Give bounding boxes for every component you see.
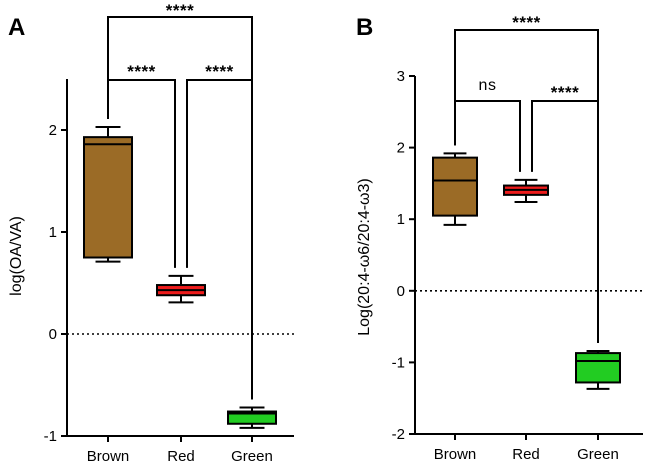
panel-b-x-tick-label: Red — [512, 446, 540, 463]
panel-b-y-tick-label: -2 — [392, 426, 405, 443]
panel-a-bracket-red-green — [186, 79, 253, 400]
panel-b-significance-label: **** — [512, 13, 540, 32]
panel-a-significance-label: **** — [205, 62, 233, 81]
panel-a-bracket-brown-green — [107, 16, 253, 400]
panel-a-y-tick-label: 2 — [49, 122, 57, 139]
panel-a-x-tick-label: Brown — [87, 448, 130, 465]
panel-b-bracket-red-green — [531, 100, 599, 343]
panel-b-x-tick-label: Green — [577, 446, 619, 463]
panel-b-bracket-brown-green — [454, 29, 599, 343]
panel-b-y-tick-label: 3 — [397, 68, 405, 85]
panel-a-y-axis-label: log(OA/VA) — [8, 216, 25, 296]
panel-b-x-tick-label: Brown — [434, 446, 477, 463]
panel-a-x-tick-label: Red — [167, 448, 195, 465]
panel-b-y-tick-label: 2 — [397, 140, 405, 157]
panel-a-x-tick-label: Green — [231, 448, 273, 465]
panel-b-y-tick-label: 1 — [397, 211, 405, 228]
panel-b-label: B — [356, 14, 373, 41]
panel-a-label: A — [8, 14, 25, 41]
panel-b-significance-label: ns — [479, 77, 497, 94]
panel-b-y-axis-label: Log(20:4-ω6/20:4-ω3) — [356, 178, 373, 336]
panel-b-y-tick-label: -1 — [392, 354, 405, 371]
panel-a-green-box — [227, 410, 277, 425]
panel-b-significance-label: **** — [551, 83, 579, 102]
panel-a-y-tick-label: 0 — [49, 326, 57, 343]
panel-b-green-box — [575, 352, 621, 384]
panel-a-y-tick-label: -1 — [44, 428, 57, 445]
panel-b: B -2 -1 0 1 2 3 Brown Red Green ns **** **** Log(20… — [356, 13, 643, 463]
panel-b-brown-box — [432, 156, 478, 217]
panel-a: A -1 0 1 2 Brown Red Green **** **** **** log(OA/… — [8, 1, 294, 465]
panel-a-y-tick-label: 1 — [49, 224, 57, 241]
panel-b-y-tick-label: 0 — [397, 283, 405, 300]
panel-a-significance-label: **** — [127, 62, 155, 81]
panel-a-significance-label: **** — [166, 1, 194, 20]
panel-a-brown-box — [83, 136, 133, 259]
